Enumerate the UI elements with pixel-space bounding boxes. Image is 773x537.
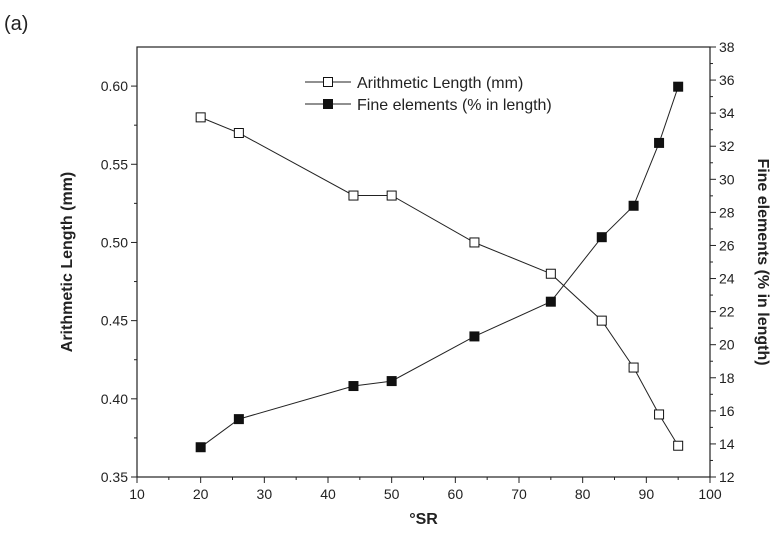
legend-marker: [323, 77, 333, 87]
x-tick-label: 80: [575, 486, 591, 502]
data-point: [386, 376, 397, 387]
y-left-tick-label: 0.60: [101, 78, 128, 94]
series-1: [195, 112, 684, 451]
data-point: [628, 200, 639, 211]
y-left-axis-title: Arithmetic Length (mm): [59, 172, 76, 352]
series-line: [200, 86, 679, 448]
data-point: [596, 315, 607, 326]
y-right-tick-label: 20: [719, 337, 735, 353]
legend-label: Fine elements (% in length): [357, 97, 552, 114]
x-tick-label: 10: [129, 486, 145, 502]
data-point: [545, 268, 556, 279]
series-layer: [195, 81, 684, 453]
data-point: [233, 128, 244, 138]
legend-item-1: Arithmetic Length (mm): [305, 75, 523, 92]
data-point: [673, 81, 684, 92]
data-point: [469, 237, 480, 248]
y-right-tick-label: 16: [719, 403, 735, 419]
panel-label: (a): [4, 13, 28, 35]
legend-item-2: Fine elements (% in length): [305, 97, 552, 114]
y-right-tick-label: 24: [719, 271, 735, 287]
x-tick-label: 90: [639, 486, 655, 502]
y-right-tick-label: 26: [719, 237, 735, 253]
data-point: [386, 190, 397, 201]
x-tick-label: 30: [257, 486, 273, 502]
x-tick-label: 60: [448, 486, 464, 502]
data-point: [348, 190, 359, 201]
data-point: [654, 137, 665, 148]
x-tick-label: 40: [320, 486, 336, 502]
data-point: [195, 442, 206, 453]
y-left-tick-label: 0.45: [101, 313, 128, 329]
data-point: [348, 381, 359, 392]
data-point: [673, 440, 684, 451]
y-left-tick-label: 0.40: [101, 391, 128, 407]
y-left-tick-label: 0.50: [101, 234, 128, 250]
x-tick-label: 20: [193, 486, 209, 502]
y-left-tick-label: 0.55: [101, 156, 128, 172]
series-2: [195, 81, 684, 453]
y-right-tick-label: 38: [719, 39, 735, 55]
data-point: [545, 296, 556, 307]
data-point: [233, 414, 244, 425]
x-tick-label: 70: [511, 486, 527, 502]
x-axis-title: °SR: [409, 511, 438, 528]
x-tick-label: 50: [384, 486, 400, 502]
y-right-axis-title: Fine elements (% in length): [754, 158, 771, 365]
legend-marker: [323, 99, 333, 109]
y-left-tick-label: 0.35: [101, 469, 128, 485]
y-right-tick-label: 18: [719, 370, 735, 386]
data-point: [628, 362, 639, 373]
data-point: [469, 331, 480, 342]
y-right-tick-label: 22: [719, 304, 735, 320]
y-right-tick-label: 32: [719, 138, 735, 154]
axes: 10 20 30 40 50 60 70 80 90 100 0.35 0.40 0.45 0.50 0.5…: [59, 39, 771, 528]
y-right-tick-label: 30: [719, 171, 735, 187]
y-right-tick-label: 28: [719, 204, 735, 220]
data-point: [654, 409, 665, 420]
y-right-tick-label: 12: [719, 469, 735, 485]
series-line: [200, 116, 679, 446]
y-right-tick-label: 36: [719, 72, 735, 88]
legend: Arithmetic Length (mm) Fine elements (% i…: [305, 75, 552, 114]
legend-label: Arithmetic Length (mm): [357, 75, 523, 92]
data-point: [195, 112, 206, 123]
y-right-tick-label: 14: [719, 436, 735, 452]
y-right-tick-label: 34: [719, 105, 735, 121]
data-point: [596, 232, 607, 243]
x-tick-label: 100: [698, 486, 722, 502]
